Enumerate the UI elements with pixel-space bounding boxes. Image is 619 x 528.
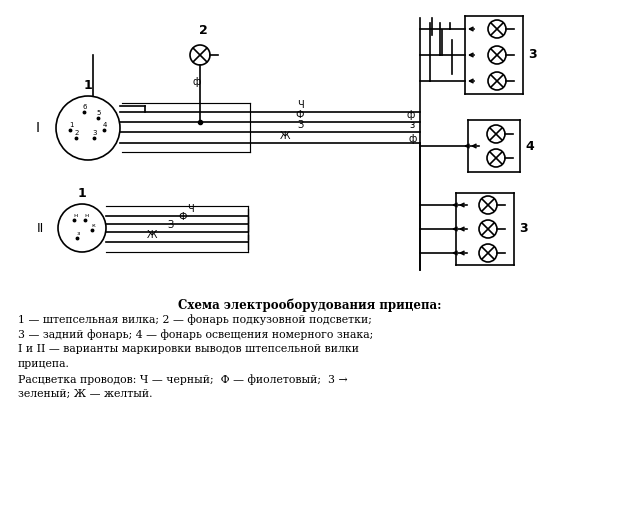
Text: з: з bbox=[410, 120, 415, 130]
Text: 6: 6 bbox=[83, 104, 87, 110]
Text: Схема электрооборудования прицепа:: Схема электрооборудования прицепа: bbox=[178, 298, 441, 312]
Text: 1: 1 bbox=[84, 79, 92, 92]
Text: 1: 1 bbox=[77, 187, 87, 200]
Text: 5: 5 bbox=[97, 110, 101, 116]
Text: ф: ф bbox=[409, 134, 417, 144]
Text: 2: 2 bbox=[199, 24, 207, 37]
Text: ф: ф bbox=[193, 77, 201, 87]
Text: II: II bbox=[37, 222, 43, 234]
Text: 3 — задний фонарь; 4 — фонарь освещения номерного знака;: 3 — задний фонарь; 4 — фонарь освещения … bbox=[18, 329, 373, 340]
Text: 1: 1 bbox=[69, 122, 73, 128]
Text: 1 — штепсельная вилка; 2 — фонарь подкузовной подсветки;: 1 — штепсельная вилка; 2 — фонарь подкуз… bbox=[18, 314, 372, 325]
Text: 4: 4 bbox=[103, 122, 107, 128]
Text: З: З bbox=[167, 220, 173, 230]
Text: 3: 3 bbox=[519, 222, 527, 235]
Text: к: к bbox=[91, 223, 95, 228]
Text: 3: 3 bbox=[93, 130, 97, 136]
Text: ф: ф bbox=[407, 110, 415, 120]
Text: з: з bbox=[76, 231, 80, 236]
Text: зеленый; Ж — желтый.: зеленый; Ж — желтый. bbox=[18, 389, 152, 399]
Text: прицепа.: прицепа. bbox=[18, 359, 70, 369]
Text: Расцветка проводов: Ч — черный;  Ф — фиолетовый;  3 →: Расцветка проводов: Ч — черный; Ф — фиол… bbox=[18, 374, 348, 385]
Text: 4: 4 bbox=[525, 139, 534, 153]
Text: Ж: Ж bbox=[147, 230, 157, 240]
Text: 3: 3 bbox=[528, 49, 537, 61]
Text: н: н bbox=[84, 213, 88, 218]
Text: Ф: Ф bbox=[296, 110, 305, 120]
Text: н: н bbox=[73, 213, 77, 218]
Text: Ч: Ч bbox=[297, 100, 303, 110]
Text: Ч: Ч bbox=[186, 204, 193, 214]
Text: З: З bbox=[297, 120, 303, 130]
Text: I и II — варианты маркировки выводов штепсельной вилки: I и II — варианты маркировки выводов ште… bbox=[18, 344, 359, 354]
Text: I: I bbox=[36, 121, 40, 135]
Text: Ф: Ф bbox=[179, 212, 188, 222]
Text: 2: 2 bbox=[75, 130, 79, 136]
Text: Ж: Ж bbox=[280, 131, 290, 141]
